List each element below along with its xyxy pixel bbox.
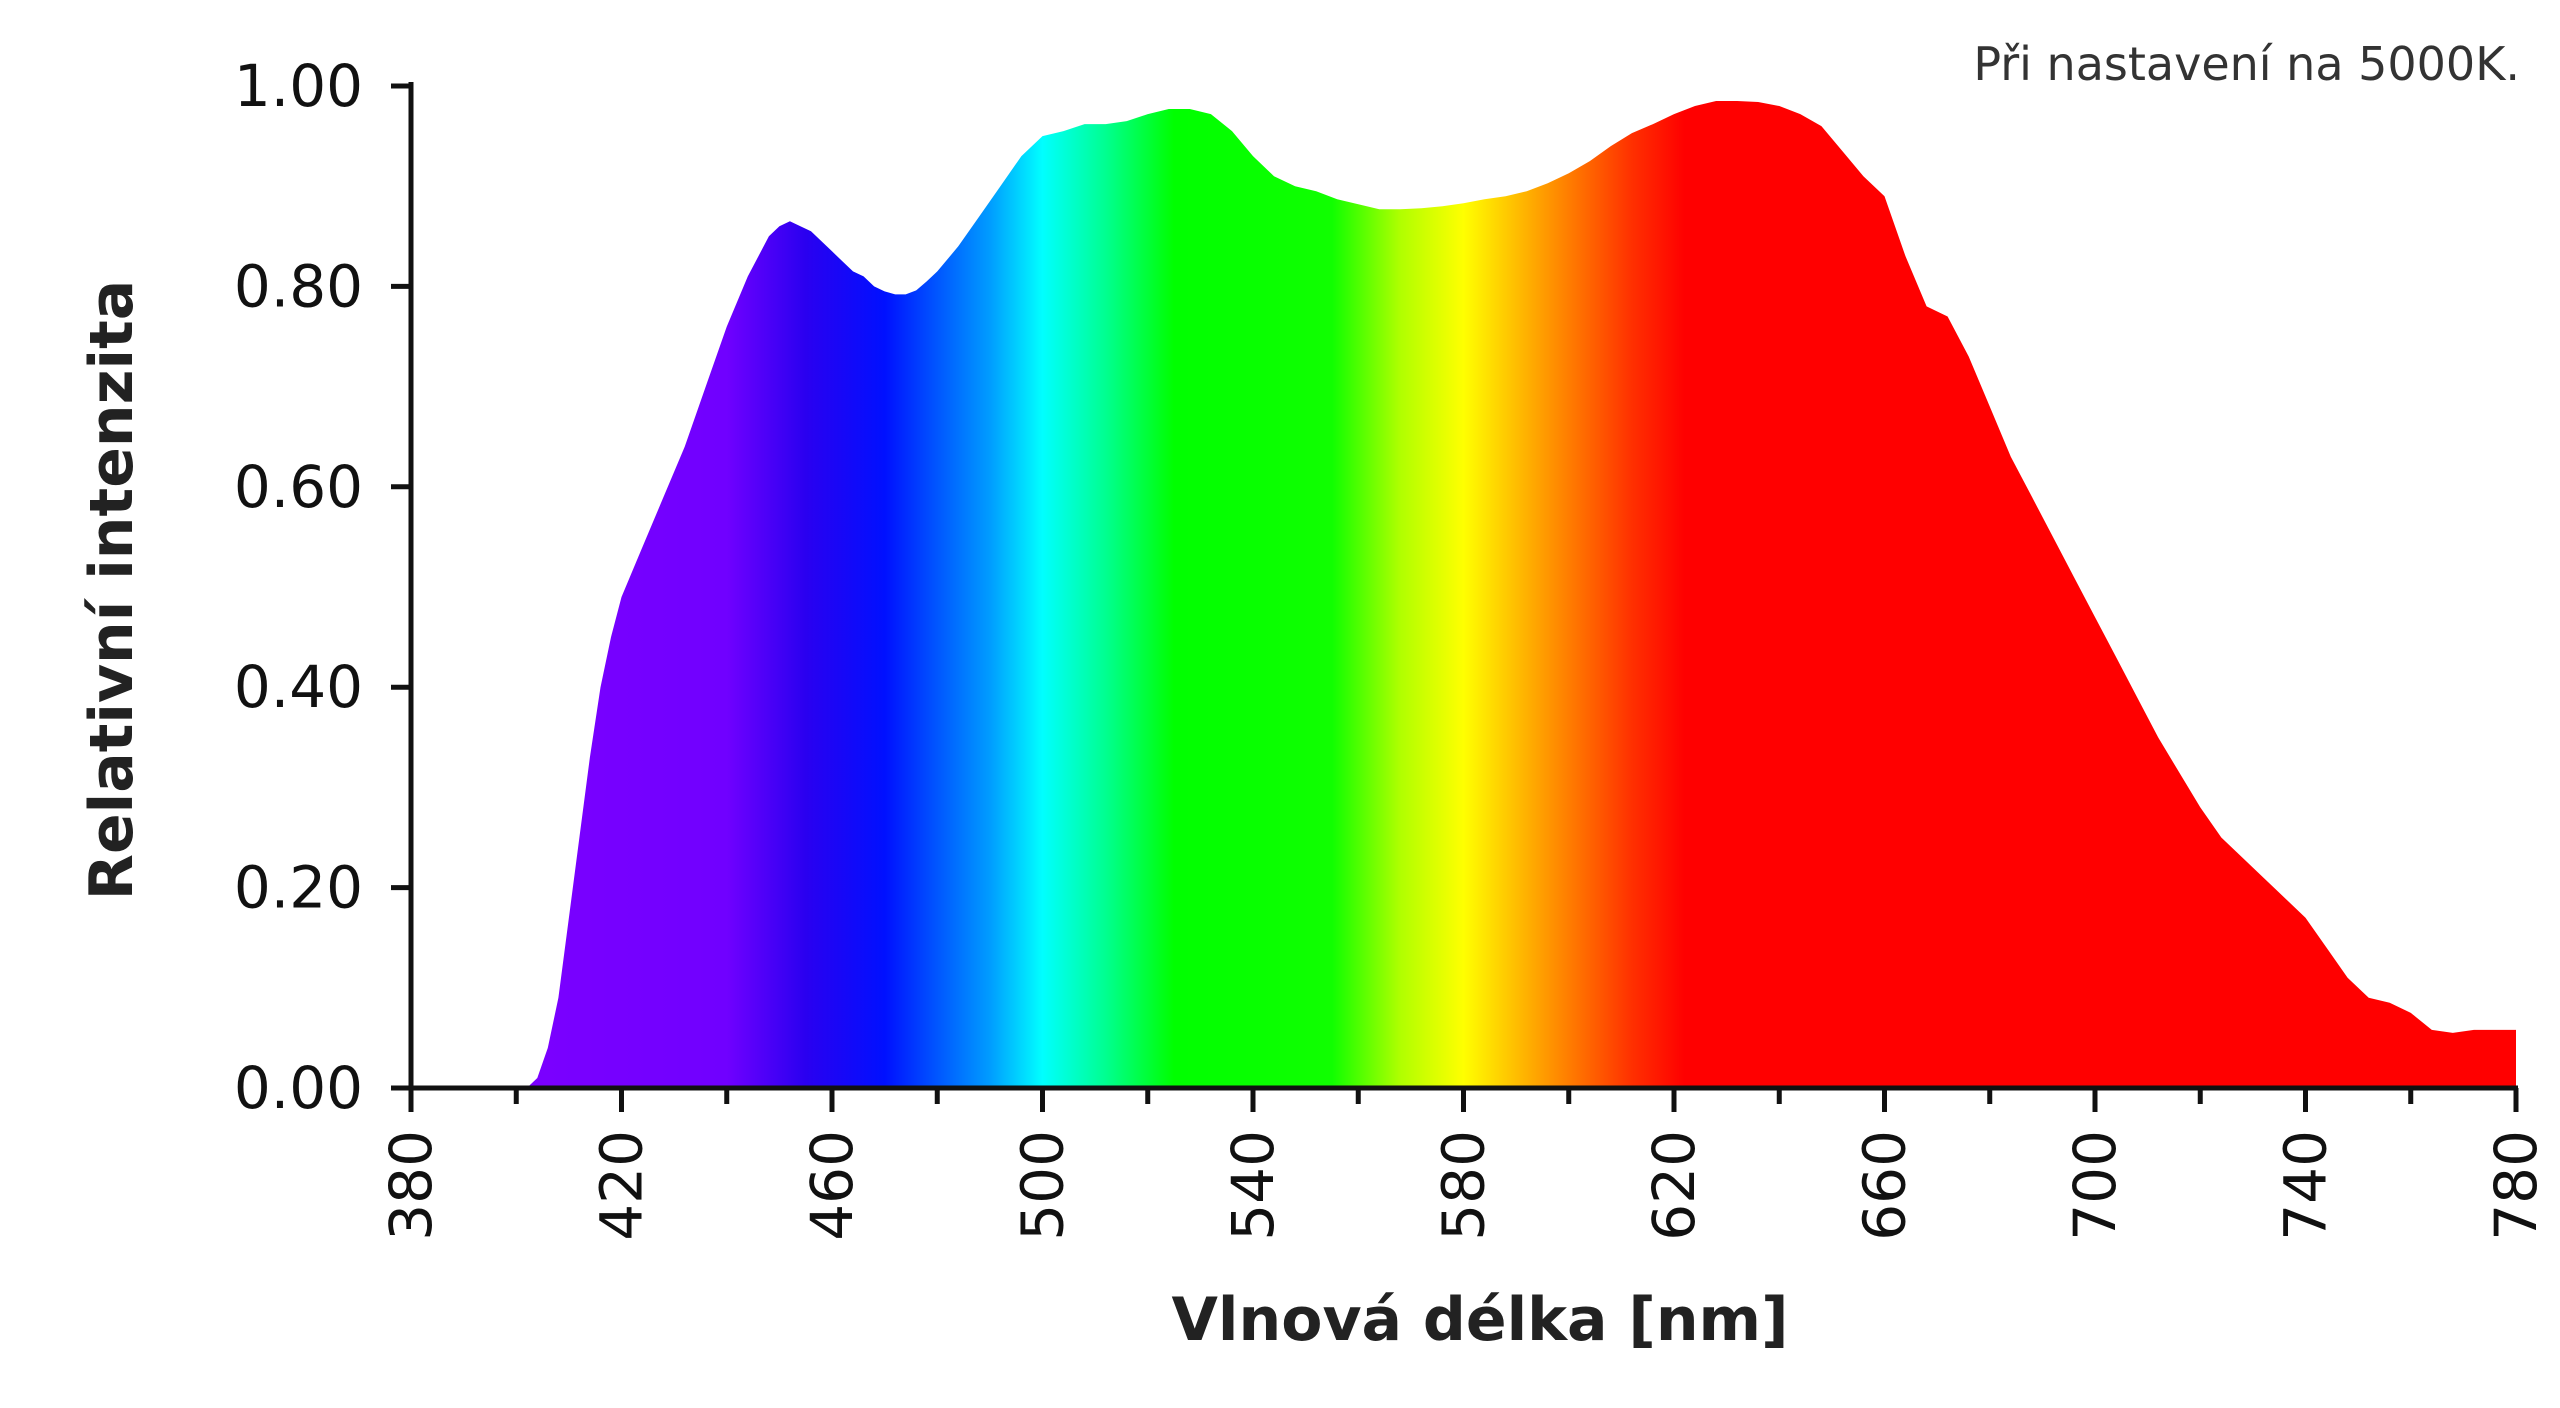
y-tick-label: 0.20 (234, 854, 363, 922)
x-tick-label: 700 (2061, 1130, 2129, 1241)
x-tick-label: 540 (1219, 1130, 1287, 1241)
x-tick-label: 460 (798, 1130, 866, 1241)
x-tick-label: 660 (1851, 1130, 1919, 1241)
x-tick-label: 740 (2272, 1130, 2340, 1241)
axes (391, 82, 2519, 1112)
x-axis-label: Vlnová délka [nm] (1172, 1285, 1789, 1355)
y-tick-label: 0.40 (234, 653, 363, 721)
chart-annotation: Při nastavení na 5000K. (1973, 37, 2520, 91)
y-axis-label: Relativní intenzita (77, 280, 147, 901)
y-tick-label: 0.00 (234, 1054, 363, 1122)
x-tick-label: 580 (1430, 1130, 1498, 1241)
x-tick-label: 380 (377, 1130, 445, 1241)
y-tick-label: 0.80 (234, 252, 363, 320)
y-tick-label: 0.60 (234, 453, 363, 521)
spectrum-fill (526, 101, 2516, 1088)
x-tick-label: 500 (1009, 1130, 1077, 1241)
x-tick-label: 780 (2482, 1130, 2550, 1241)
spectrum-area (526, 101, 2516, 1088)
x-tick-label: 420 (588, 1130, 656, 1241)
tick-labels: 0.00 0.20 0.40 0.60 0.80 1.00 380 420 460 500 540 5… (234, 52, 2550, 1241)
x-tick-label: 620 (1640, 1130, 1708, 1241)
y-tick-label: 1.00 (234, 52, 363, 120)
